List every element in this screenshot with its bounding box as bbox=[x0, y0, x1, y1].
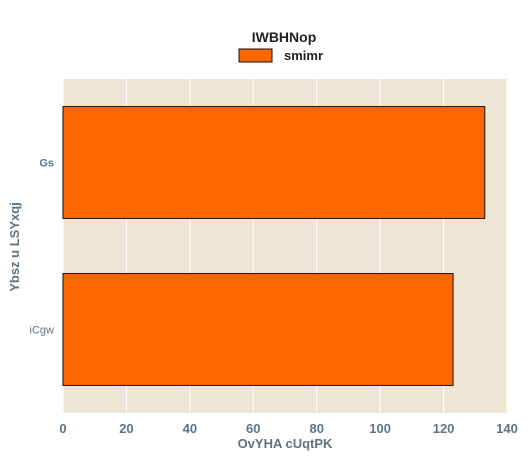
bar-Gs bbox=[62, 106, 486, 219]
legend-label-smimr: smimr bbox=[284, 48, 323, 63]
x-tick-label-40: 40 bbox=[183, 421, 197, 436]
x-axis-ticks: 0 20 40 60 80 100 120 140 bbox=[59, 421, 517, 436]
y-axis-title: Ybsz u LSYxqj bbox=[7, 202, 22, 292]
y-axis-ticks: Gs iCgw bbox=[30, 158, 55, 337]
x-tick-label-100: 100 bbox=[369, 421, 391, 436]
legend-title: IWBHNop bbox=[252, 29, 317, 45]
x-tick-label-60: 60 bbox=[246, 421, 260, 436]
bar-iCgw bbox=[62, 273, 454, 386]
x-tick-label-140: 140 bbox=[496, 421, 518, 436]
bars bbox=[62, 106, 486, 386]
y-tick-label-iCgw: iCgw bbox=[30, 325, 55, 337]
x-tick-label-80: 80 bbox=[309, 421, 323, 436]
x-axis-title: OvYHA cUqtPK bbox=[238, 436, 333, 451]
x-tick-label-20: 20 bbox=[119, 421, 133, 436]
legend-swatch-smimr bbox=[238, 48, 273, 63]
x-tick-label-120: 120 bbox=[433, 421, 455, 436]
y-tick-label-Gs: Gs bbox=[39, 158, 54, 170]
x-tick-label-0: 0 bbox=[59, 421, 66, 436]
